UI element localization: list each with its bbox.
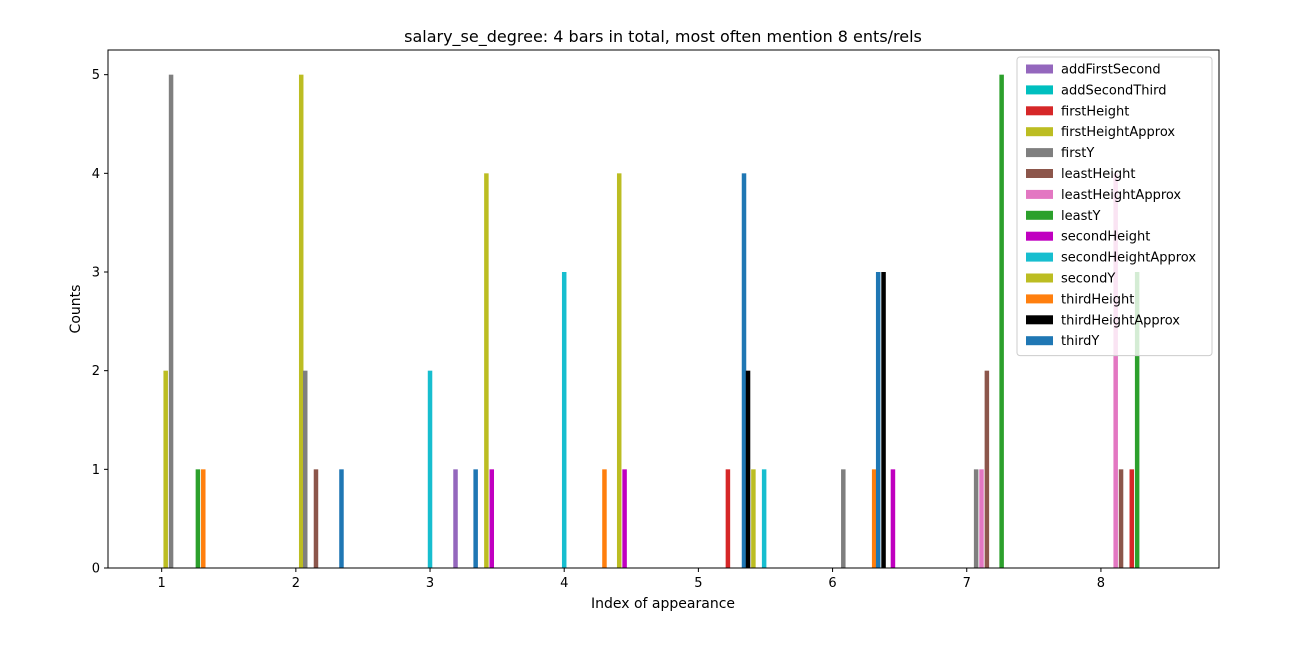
bar-12 [489, 469, 495, 568]
bar-15 [616, 173, 622, 569]
legend-label-2: firstHeight [1061, 104, 1129, 119]
bar-25 [881, 272, 886, 568]
legend-swatch-4 [1026, 148, 1053, 158]
y-tick-label-3: 3 [92, 266, 100, 281]
y-tick-label-4: 4 [92, 167, 100, 182]
x-tick-label-7: 8 [1097, 576, 1105, 591]
x-tick-label-0: 1 [158, 576, 166, 591]
y-tick-label-0: 0 [92, 562, 100, 577]
x-axis-ticks: 1 2 3 4 5 6 7 8 [158, 568, 1105, 591]
x-tick-label-5: 6 [828, 576, 836, 591]
bar-4 [298, 74, 304, 569]
bar-32 [1118, 469, 1124, 568]
legend-swatch-2 [1026, 106, 1053, 116]
x-tick-label-1: 2 [292, 576, 300, 591]
y-axis-ticks: 0 1 2 3 4 5 [92, 68, 108, 577]
x-tick-label-3: 4 [560, 576, 568, 591]
x-tick-label-2: 3 [426, 576, 434, 591]
legend-label-0: addFirstSecond [1061, 63, 1161, 78]
legend-label-10: secondY [1061, 272, 1115, 287]
bar-22 [841, 469, 846, 568]
legend-swatch-12 [1026, 315, 1053, 325]
bar-7 [339, 469, 344, 568]
bar-17 [725, 469, 731, 568]
legend-box [1016, 56, 1213, 357]
legend-label-3: firstHeightApprox [1061, 125, 1175, 140]
y-tick-label-5: 5 [92, 68, 100, 83]
legend-label-6: leastHeightApprox [1061, 188, 1181, 203]
bar-30 [999, 74, 1004, 569]
bar-8 [427, 370, 433, 568]
legend-swatch-13 [1026, 336, 1053, 346]
legend-swatch-7 [1026, 210, 1053, 220]
legend-label-12: thirdHeightApprox [1061, 313, 1180, 328]
x-tick-label-4: 5 [694, 576, 702, 591]
bar-3 [201, 469, 206, 568]
bar-31 [1113, 173, 1118, 569]
bar-24 [875, 272, 881, 568]
bar-33 [1129, 469, 1135, 568]
x-axis-label: Index of appearance [591, 596, 735, 612]
bar-26 [890, 469, 896, 568]
legend-swatch-10 [1026, 273, 1053, 283]
legend-label-11: thirdHeight [1061, 292, 1134, 307]
bar-13 [561, 272, 567, 568]
legend-swatch-8 [1026, 231, 1053, 241]
legend-swatch-5 [1026, 169, 1053, 178]
legend-swatch-9 [1026, 252, 1053, 262]
bar-0 [163, 370, 168, 568]
plot-area-frame [107, 49, 1220, 569]
bar-34 [1134, 272, 1140, 568]
legend-swatch-1 [1026, 85, 1053, 95]
bar-14 [602, 469, 607, 568]
bar-16 [622, 469, 627, 568]
bar-27 [973, 469, 979, 568]
bar-19 [745, 370, 751, 568]
legend-label-9: secondHeightApprox [1061, 251, 1196, 266]
bar-1 [168, 74, 174, 569]
y-tick-label-2: 2 [92, 364, 100, 379]
legend: addFirstSecond addSecondThird firstHeight f… [1016, 56, 1213, 357]
legend-label-5: leastHeight [1061, 167, 1135, 182]
legend-label-7: leastY [1061, 209, 1100, 224]
legend-label-4: firstY [1061, 146, 1094, 161]
bar-20 [751, 469, 756, 568]
legend-swatch-6 [1026, 189, 1053, 199]
bar-29 [984, 370, 990, 568]
bars-layer [163, 74, 1140, 569]
bar-11 [484, 173, 489, 569]
legend-label-13: thirdY [1061, 334, 1099, 349]
bar-18 [741, 173, 747, 569]
bar-10 [473, 469, 478, 568]
bar-2 [195, 469, 201, 568]
bar-21 [761, 469, 767, 568]
legend-label-8: secondHeight [1061, 230, 1150, 245]
bar-6 [313, 469, 319, 568]
y-axis-label: Counts [68, 285, 84, 334]
y-tick-label-1: 1 [92, 463, 100, 478]
bar-9 [453, 469, 458, 568]
legend-swatch-0 [1026, 64, 1053, 74]
bar-23 [871, 469, 877, 568]
bar-5 [302, 370, 308, 568]
x-tick-label-6: 7 [963, 576, 971, 591]
legend-swatch-11 [1026, 294, 1053, 304]
legend-label-1: addSecondThird [1061, 83, 1166, 98]
legend-swatch-3 [1026, 127, 1053, 137]
chart-title: salary_se_degree: 4 bars in total, most … [404, 27, 922, 47]
bar-28 [979, 469, 984, 568]
